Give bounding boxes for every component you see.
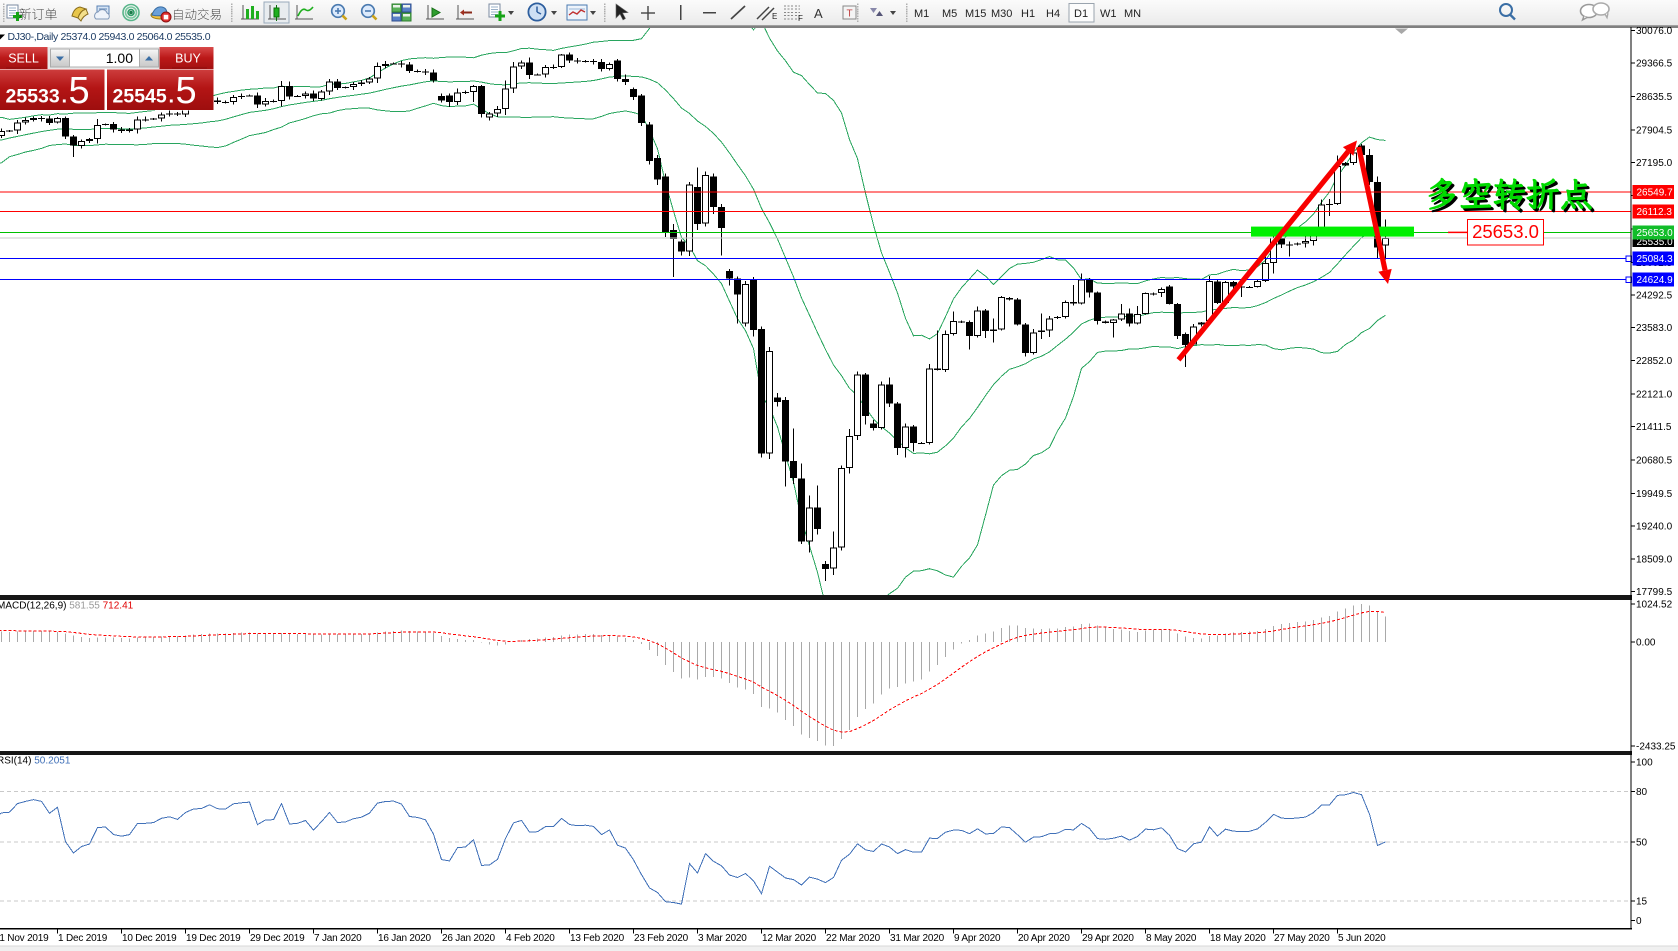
svg-text:.: . [62, 86, 68, 108]
svg-text:M1: M1 [914, 8, 929, 20]
svg-text:25533: 25533 [6, 86, 60, 108]
svg-text:F: F [798, 14, 803, 23]
svg-text:13 Feb 2020: 13 Feb 2020 [570, 933, 625, 944]
svg-text:17799.5: 17799.5 [1636, 587, 1673, 598]
svg-text:18 May 2020: 18 May 2020 [1210, 933, 1266, 944]
svg-text:26549.7: 26549.7 [1637, 187, 1674, 198]
svg-text:E: E [772, 12, 777, 21]
svg-text:BUY: BUY [175, 52, 201, 66]
svg-text:25653.0: 25653.0 [1637, 228, 1674, 239]
svg-text:22121.0: 22121.0 [1636, 390, 1673, 401]
svg-text:H4: H4 [1046, 8, 1060, 20]
svg-text:5 Jun 2020: 5 Jun 2020 [1338, 933, 1386, 944]
svg-text:27904.5: 27904.5 [1636, 125, 1673, 136]
svg-text:30076.0: 30076.0 [1636, 26, 1673, 37]
svg-text:M5: M5 [942, 8, 957, 20]
svg-text:25653.0: 25653.0 [1472, 221, 1539, 242]
svg-text:1.00: 1.00 [106, 50, 133, 66]
svg-text:25084.3: 25084.3 [1637, 254, 1674, 265]
svg-text:19 Dec 2019: 19 Dec 2019 [186, 933, 241, 944]
svg-text:29 Apr 2020: 29 Apr 2020 [1082, 933, 1134, 944]
svg-text:31 Mar 2020: 31 Mar 2020 [890, 933, 945, 944]
svg-text:W1: W1 [1100, 8, 1117, 20]
svg-text:H1: H1 [1021, 8, 1035, 20]
svg-text:21 Nov 2019: 21 Nov 2019 [0, 933, 49, 944]
svg-text:27 May 2020: 27 May 2020 [1274, 933, 1330, 944]
svg-text:0: 0 [1636, 916, 1642, 927]
svg-text:23 Feb 2020: 23 Feb 2020 [634, 933, 689, 944]
svg-text:5: 5 [69, 70, 90, 112]
svg-text:28635.5: 28635.5 [1636, 92, 1673, 103]
svg-text:22852.0: 22852.0 [1636, 356, 1673, 367]
svg-text:10 Dec 2019: 10 Dec 2019 [122, 933, 177, 944]
svg-text:20 Apr 2020: 20 Apr 2020 [1018, 933, 1070, 944]
svg-text:8 May 2020: 8 May 2020 [1146, 933, 1197, 944]
svg-text:25535.0: 25535.0 [1637, 237, 1674, 248]
svg-text:RSI(14) 50.2051: RSI(14) 50.2051 [0, 756, 71, 767]
svg-text:26 Jan 2020: 26 Jan 2020 [442, 933, 495, 944]
svg-text:15: 15 [1636, 897, 1648, 908]
svg-text:20680.5: 20680.5 [1636, 455, 1673, 466]
svg-text:19240.0: 19240.0 [1636, 521, 1673, 532]
svg-text:27195.0: 27195.0 [1636, 158, 1673, 169]
svg-text:25545: 25545 [113, 86, 167, 108]
svg-text:19949.5: 19949.5 [1636, 489, 1673, 500]
svg-text:29 Dec 2019: 29 Dec 2019 [250, 933, 305, 944]
svg-text:100: 100 [1636, 758, 1653, 769]
svg-text:29366.5: 29366.5 [1636, 59, 1673, 70]
svg-text:MACD(12,26,9) 581.55 712.41: MACD(12,26,9) 581.55 712.41 [0, 601, 134, 612]
svg-text:26112.3: 26112.3 [1637, 207, 1673, 218]
svg-text:12 Mar 2020: 12 Mar 2020 [762, 933, 817, 944]
svg-text:M30: M30 [991, 8, 1012, 20]
svg-text:24292.5: 24292.5 [1636, 290, 1673, 301]
svg-text:1 Dec 2019: 1 Dec 2019 [58, 933, 108, 944]
svg-text:50: 50 [1636, 838, 1648, 849]
svg-text:MN: MN [1124, 8, 1141, 20]
svg-text:.: . [169, 86, 175, 108]
svg-text:5: 5 [176, 70, 197, 112]
svg-text:DJ30-,Daily 25374.0 25943.0 2: DJ30-,Daily 25374.0 25943.0 25064.0 2553… [8, 31, 211, 43]
svg-text:23583.0: 23583.0 [1636, 323, 1673, 334]
svg-text:A: A [814, 6, 823, 21]
svg-text:D1: D1 [1074, 8, 1088, 20]
svg-text:21411.5: 21411.5 [1636, 422, 1672, 433]
svg-text:9 Apr 2020: 9 Apr 2020 [954, 933, 1001, 944]
svg-text:80: 80 [1636, 787, 1648, 798]
svg-text:24624.9: 24624.9 [1637, 275, 1674, 286]
svg-text:16 Jan 2020: 16 Jan 2020 [378, 933, 431, 944]
svg-text:4 Feb 2020: 4 Feb 2020 [506, 933, 555, 944]
svg-text:SELL: SELL [8, 52, 39, 66]
svg-text:M15: M15 [965, 8, 986, 20]
svg-text:3 Mar 2020: 3 Mar 2020 [698, 933, 747, 944]
svg-text:T: T [846, 9, 852, 20]
svg-text:-2433.25: -2433.25 [1636, 742, 1676, 753]
svg-text:1024.52: 1024.52 [1636, 600, 1673, 611]
svg-text:7 Jan 2020: 7 Jan 2020 [314, 933, 362, 944]
svg-text:18509.0: 18509.0 [1636, 555, 1673, 566]
svg-text:22 Mar 2020: 22 Mar 2020 [826, 933, 881, 944]
svg-text:0.00: 0.00 [1636, 638, 1656, 649]
